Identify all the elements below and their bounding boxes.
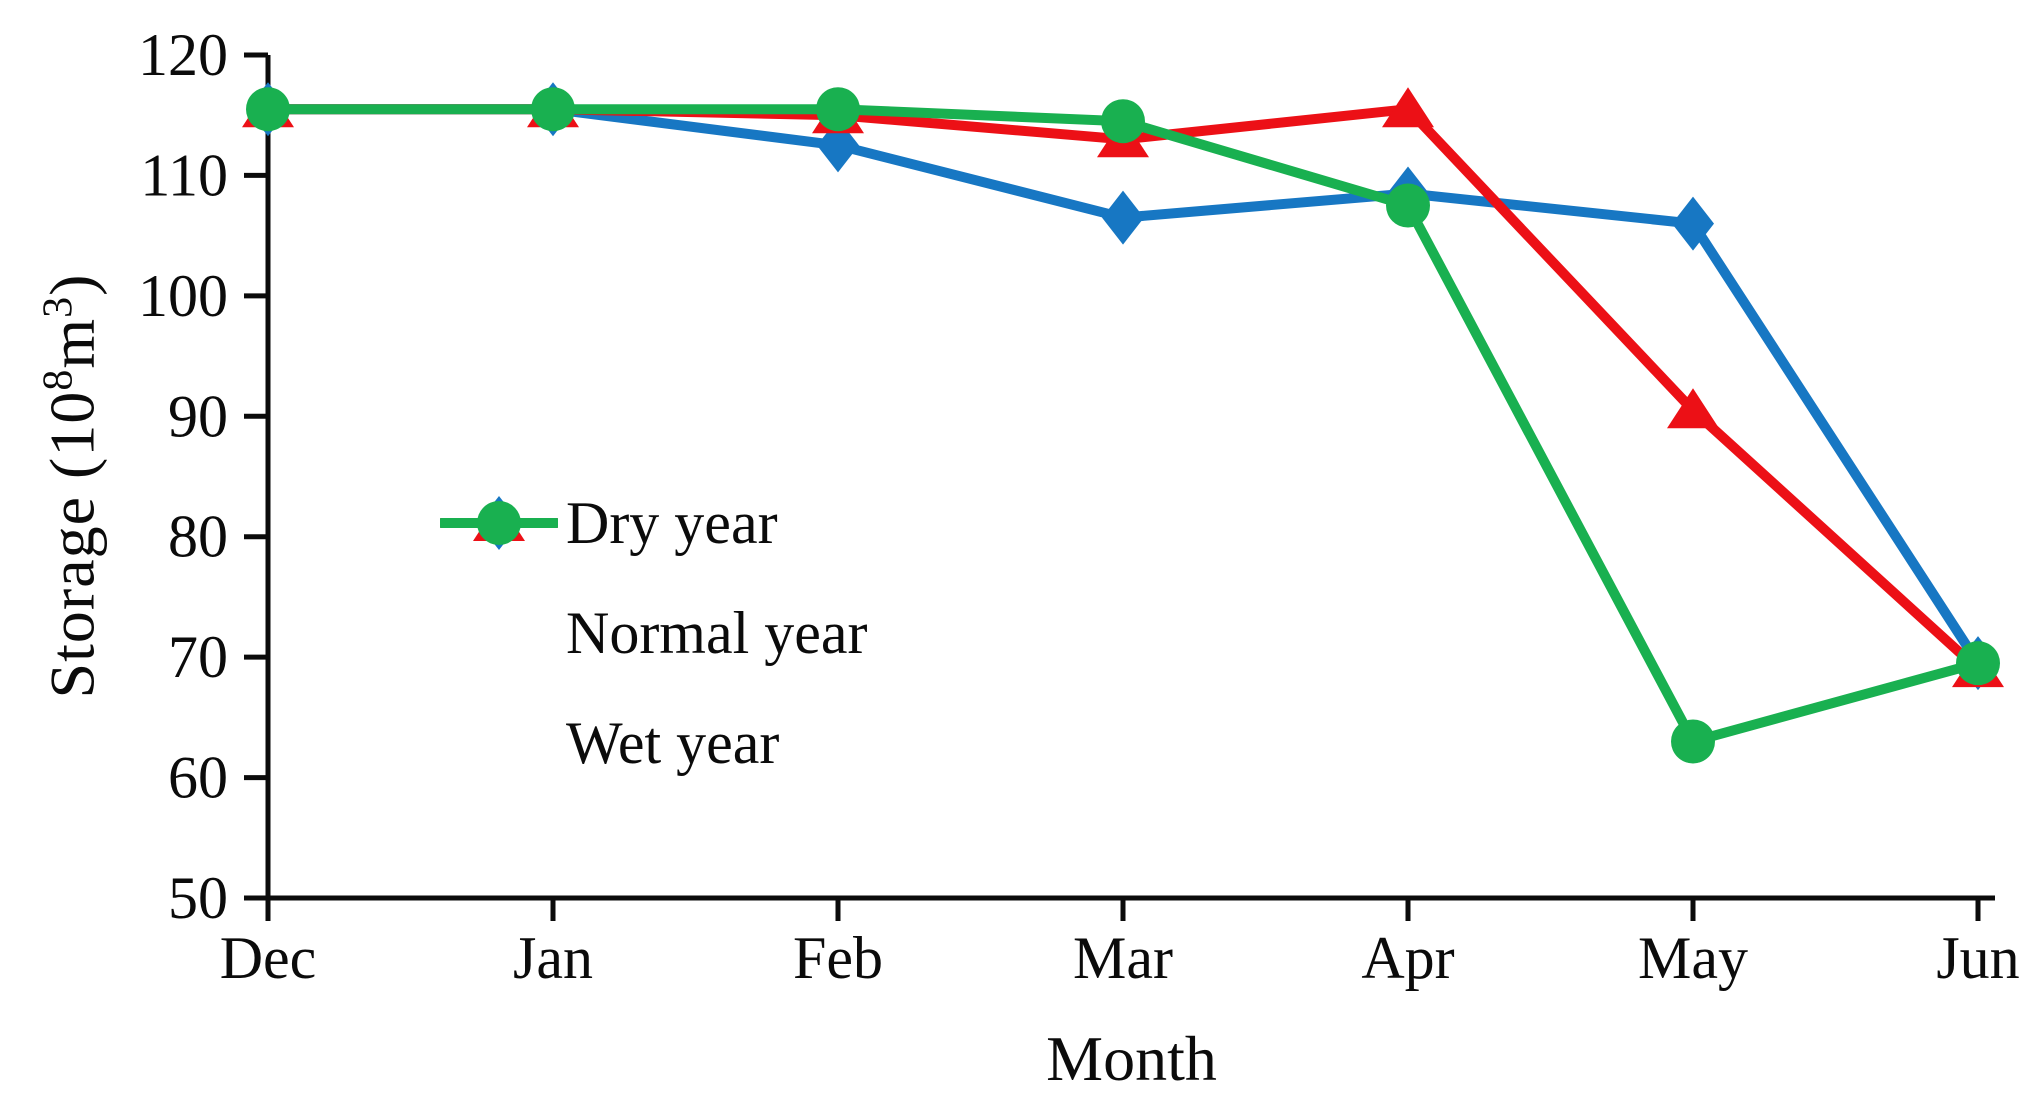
y-tick-label: 90 xyxy=(168,383,228,449)
legend-label: Dry year xyxy=(566,489,778,556)
y-tick-label: 60 xyxy=(168,745,228,811)
series-marker-dry-year xyxy=(1672,196,1714,251)
legend-item: Normal year xyxy=(440,501,868,678)
y-tick-label: 120 xyxy=(138,22,228,88)
x-axis-title: Month xyxy=(1046,1023,1217,1094)
series-marker-normal-year xyxy=(1667,388,1719,429)
x-tick-label: May xyxy=(1638,925,1748,991)
legend-item: Wet year xyxy=(440,501,868,788)
series-marker-normal-year xyxy=(1382,87,1434,128)
y-tick-label: 50 xyxy=(168,865,228,931)
y-tick-label: 100 xyxy=(138,263,228,329)
series-wet-year xyxy=(246,87,2000,764)
legend-marker-circle-icon xyxy=(477,501,521,545)
y-axis-title-exponent: 3 xyxy=(35,295,82,318)
y-tick-label: 110 xyxy=(140,142,228,208)
legend-label: Wet year xyxy=(566,709,780,776)
y-tick-label: 80 xyxy=(168,504,228,570)
x-tick-label: Dec xyxy=(220,925,317,991)
series-marker-wet-year xyxy=(1101,99,1145,144)
legend-swatch-wet-year-icon xyxy=(440,501,558,788)
x-tick-label: Apr xyxy=(1361,925,1454,991)
series-marker-wet-year xyxy=(1671,719,1715,764)
y-axis-title-text: ) xyxy=(36,273,108,296)
series-marker-wet-year xyxy=(1956,641,2000,686)
x-tick-label: Jun xyxy=(1936,925,2019,991)
series-marker-wet-year xyxy=(246,87,290,132)
x-tick-label: Mar xyxy=(1073,925,1173,991)
y-axis-title-unit: m xyxy=(36,317,108,369)
y-axis-title: Storage (108m3) xyxy=(34,274,109,699)
x-tick-label: Jan xyxy=(513,925,593,991)
legend-swatch-canvas xyxy=(440,501,558,545)
y-axis-title-text: Storage (10 xyxy=(36,390,108,699)
series-marker-wet-year xyxy=(816,87,860,132)
series-marker-dry-year xyxy=(1102,190,1144,245)
legend-swatch-normal-year-icon xyxy=(440,501,558,678)
y-axis-title-exponent: 8 xyxy=(35,368,82,391)
series-marker-wet-year xyxy=(531,87,575,132)
legend: Dry year Normal year Wet year xyxy=(440,478,868,788)
x-tick-label: Feb xyxy=(793,925,883,991)
legend-label: Normal year xyxy=(566,599,868,666)
series-marker-wet-year xyxy=(1386,183,1430,228)
y-tick-label: 70 xyxy=(168,624,228,690)
